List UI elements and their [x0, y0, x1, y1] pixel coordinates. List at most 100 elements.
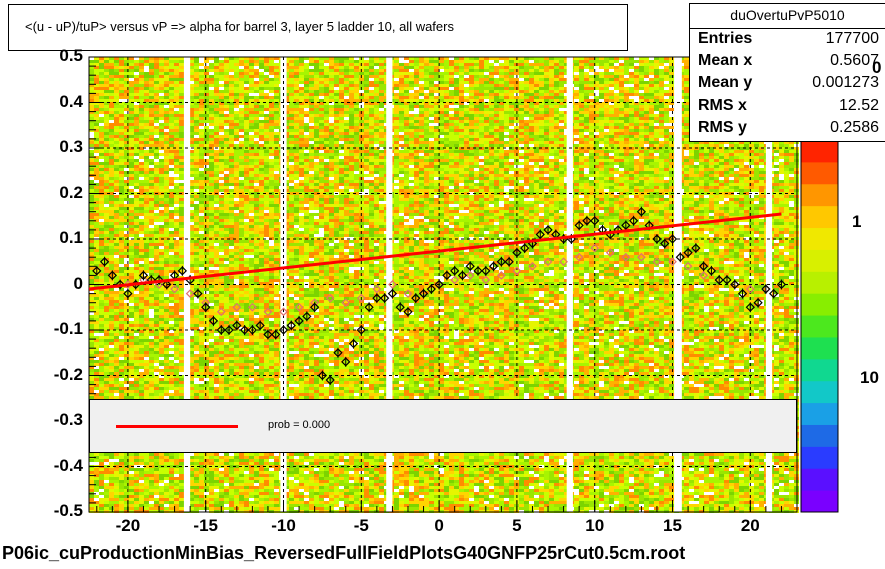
heatmap-cell	[249, 66, 254, 69]
heatmap-cell	[494, 84, 499, 87]
heatmap-cell	[629, 132, 634, 135]
heatmap-cell	[399, 117, 404, 120]
heatmap-cell	[164, 99, 169, 102]
heatmap-cell	[579, 114, 584, 117]
heatmap-cell	[504, 126, 509, 129]
heatmap-cell	[299, 72, 304, 75]
heatmap-cell	[544, 96, 549, 99]
heatmap-cell	[644, 159, 649, 162]
heatmap-cell	[219, 78, 224, 81]
heatmap-cell	[209, 111, 214, 114]
heatmap-cell	[469, 93, 474, 96]
heatmap-cell	[344, 138, 349, 141]
heatmap-cell	[604, 141, 609, 144]
heatmap-cell	[599, 150, 604, 153]
heatmap-cell	[419, 78, 424, 81]
heatmap-cell	[494, 129, 499, 132]
heatmap-cell	[129, 81, 134, 84]
heatmap-cell	[534, 120, 539, 123]
heatmap-cell	[249, 141, 254, 144]
heatmap-cell	[249, 75, 254, 78]
heatmap-cell	[144, 111, 149, 114]
heatmap-cell	[444, 63, 449, 66]
heatmap-cell	[369, 81, 374, 84]
heatmap-cell	[489, 141, 494, 144]
heatmap-cell	[134, 123, 139, 126]
heatmap-cell	[444, 138, 449, 141]
heatmap-cell	[599, 60, 604, 63]
heatmap-cell	[464, 63, 469, 66]
heatmap-cell	[639, 129, 644, 132]
heatmap-cell	[194, 159, 199, 162]
heatmap-cell	[624, 105, 629, 108]
heatmap-cell	[104, 129, 109, 132]
heatmap-cell	[109, 114, 114, 117]
heatmap-cell	[484, 60, 489, 63]
heatmap-cell	[574, 81, 579, 84]
heatmap-cell	[624, 69, 629, 72]
heatmap-cell	[369, 135, 374, 138]
heatmap-cell	[374, 108, 379, 111]
heatmap-cell	[94, 99, 99, 102]
heatmap-cell	[109, 153, 114, 156]
heatmap-cell	[149, 120, 154, 123]
heatmap-cell	[209, 108, 214, 111]
heatmap-cell	[209, 63, 214, 66]
heatmap-cell	[379, 105, 384, 108]
heatmap-cell	[669, 84, 674, 87]
heatmap-cell	[619, 72, 624, 75]
heatmap-cell	[214, 90, 219, 93]
heatmap-cell	[329, 138, 334, 141]
heatmap-cell	[539, 105, 544, 108]
heatmap-cell	[414, 93, 419, 96]
heatmap-cell	[409, 69, 414, 72]
heatmap-cell	[314, 75, 319, 78]
heatmap-cell	[219, 81, 224, 84]
heatmap-cell	[194, 69, 199, 72]
heatmap-cell	[179, 99, 184, 102]
heatmap-cell	[234, 93, 239, 96]
heatmap-cell	[729, 144, 734, 147]
heatmap-cell	[269, 69, 274, 72]
heatmap-cell	[179, 126, 184, 129]
heatmap-cell	[319, 108, 324, 111]
heatmap-cell	[349, 114, 354, 117]
heatmap-cell	[214, 108, 219, 111]
heatmap-cell	[474, 132, 479, 135]
heatmap-cell	[544, 111, 549, 114]
heatmap-cell	[259, 150, 264, 153]
heatmap-cell	[614, 120, 619, 123]
heatmap-cell	[479, 126, 484, 129]
heatmap-cell	[614, 150, 619, 153]
heatmap-cell	[504, 99, 509, 102]
heatmap-cell	[449, 114, 454, 117]
heatmap-cell	[414, 141, 419, 144]
heatmap-cell	[669, 105, 674, 108]
heatmap-cell	[639, 108, 644, 111]
heatmap-cell	[624, 117, 629, 120]
heatmap-cell	[229, 72, 234, 75]
heatmap-cell	[409, 129, 414, 132]
heatmap-cell	[369, 84, 374, 87]
heatmap-cell	[119, 135, 124, 138]
heatmap-cell	[669, 69, 674, 72]
heatmap-cell	[444, 159, 449, 162]
heatmap-cell	[309, 72, 314, 75]
heatmap-cell	[449, 126, 454, 129]
heatmap-cell	[339, 75, 344, 78]
heatmap-cell	[234, 60, 239, 63]
heatmap-cell	[619, 150, 624, 153]
heatmap-cell	[559, 138, 564, 141]
heatmap-cell	[514, 78, 519, 81]
heatmap-cell	[594, 132, 599, 135]
heatmap-cell	[664, 84, 669, 87]
heatmap-cell	[109, 138, 114, 141]
heatmap-cell	[199, 114, 204, 117]
heatmap-cell	[419, 144, 424, 147]
heatmap-cell	[264, 108, 269, 111]
heatmap-cell	[359, 78, 364, 81]
heatmap-cell	[629, 129, 634, 132]
heatmap-cell	[419, 153, 424, 156]
heatmap-cell	[109, 87, 114, 90]
heatmap-cell	[114, 135, 119, 138]
